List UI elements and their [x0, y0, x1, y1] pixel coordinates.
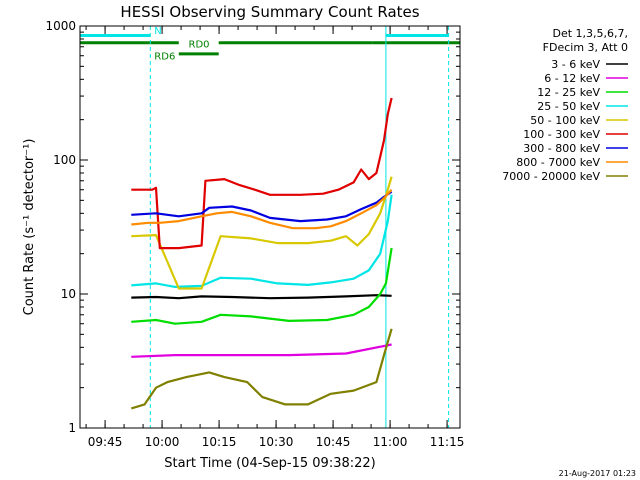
x-tick-label: 10:15: [202, 435, 237, 449]
series-line-12-25-kev: [131, 247, 393, 325]
footer-timestamp: 21-Aug-2017 01:23: [559, 469, 636, 478]
interval-markers: [79, 26, 450, 428]
series-line-50-100-kev: [131, 176, 393, 290]
x-axis-ticks: 09:45 10:00 10:15 10:30 10:45 11:00 11:15: [85, 26, 465, 449]
band-rd0-label: RD0: [189, 40, 210, 51]
series-line-6-12-kev: [131, 343, 392, 358]
y-tick-label: 100: [53, 153, 76, 167]
legend-entry-label: 300 - 800 keV: [523, 142, 600, 155]
x-tick-label: 11:00: [373, 435, 408, 449]
legend-entry-label: 800 - 7000 keV: [516, 156, 600, 169]
legend-entry-label: 12 - 25 keV: [537, 86, 600, 99]
legend-header-2: FDecim 3, Att 0: [543, 41, 628, 54]
y-tick-label: 10: [61, 287, 76, 301]
x-tick-label: 10:30: [259, 435, 294, 449]
legend-entry-label: 50 - 100 keV: [530, 114, 600, 127]
legend-entry-label: 25 - 50 keV: [537, 100, 600, 113]
band-n-label: N: [154, 26, 161, 37]
x-tick-label: 11:15: [430, 435, 465, 449]
plot-frame: [79, 25, 461, 429]
legend-entry-label: 100 - 300 keV: [523, 128, 600, 141]
x-tick-label: 09:45: [88, 435, 123, 449]
y-axis-label: Count Rate (s⁻¹ detector⁻¹): [22, 139, 37, 316]
series-line-25-50-kev: [131, 194, 393, 288]
y-tick-label: 1: [68, 421, 76, 435]
series-lines: [130, 97, 393, 410]
legend-entry-label: 7000 - 20000 keV: [502, 170, 600, 183]
legend-entry-label: 6 - 12 keV: [544, 72, 600, 85]
series-line-300-800-kev: [131, 190, 393, 223]
band-rd6-label: RD6: [154, 52, 175, 63]
y-tick-label: 1000: [45, 19, 76, 33]
y-axis-ticks: 1 10 100 1000: [45, 19, 460, 435]
observing-bands: N RD0 RD6: [80, 26, 460, 63]
series-line-3-6-kev: [131, 294, 392, 300]
x-tick-label: 10:45: [316, 435, 351, 449]
x-axis-label: Start Time (04-Sep-15 09:38:22): [164, 456, 375, 471]
series-line-800-7000-kev: [131, 188, 393, 230]
series-line-100-300-kev: [131, 97, 393, 250]
legend-entry-label: 3 - 6 keV: [551, 58, 600, 71]
x-tick-label: 10:00: [145, 435, 180, 449]
chart-title: HESSI Observing Summary Count Rates: [120, 3, 419, 21]
series-line-7000-20000-kev: [130, 328, 393, 410]
legend-header-1: Det 1,3,5,6,7,: [552, 27, 628, 40]
